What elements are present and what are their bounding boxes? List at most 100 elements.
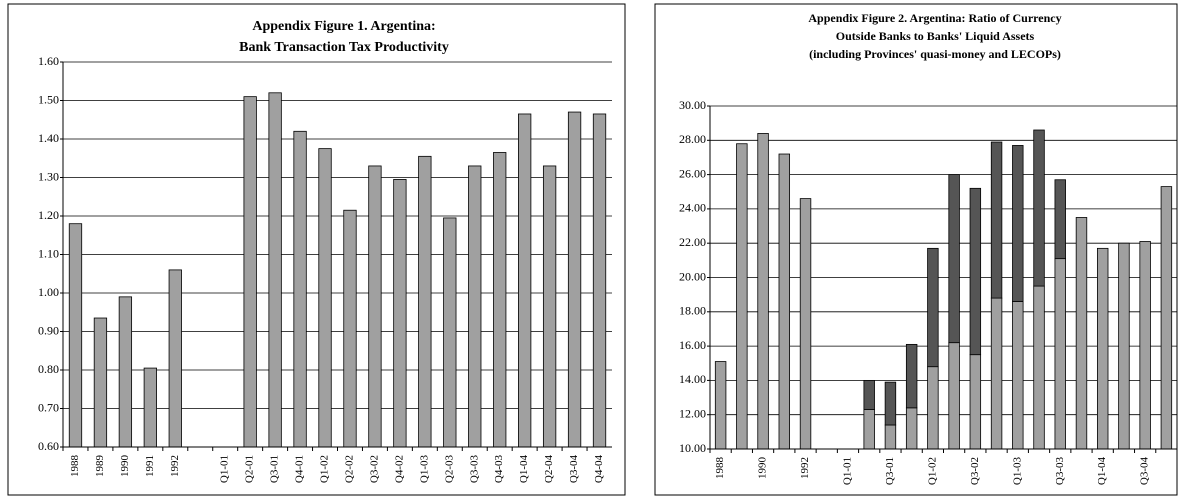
y-tick-label: 1.20: [38, 208, 59, 222]
bar: [927, 366, 939, 450]
bar: [143, 367, 157, 448]
x-tick-label: Q3-03: [1054, 457, 1066, 486]
y-tick-label: 16.00: [679, 338, 706, 352]
bar: [905, 343, 918, 409]
x-tick-label: Q1-04: [518, 455, 530, 484]
bar: [736, 143, 748, 450]
bar: [1054, 258, 1066, 450]
bar: [757, 133, 769, 450]
bar: [927, 247, 939, 368]
x-tick-label: 1992: [799, 457, 811, 479]
x-tick-label: Q2-02: [344, 455, 356, 483]
y-tick-label: 14.00: [679, 372, 706, 386]
x-tick-label: Q1-04: [1096, 457, 1108, 486]
bar: [1139, 241, 1151, 450]
bar: [243, 96, 257, 448]
x-tick-label: Q1-02: [926, 457, 938, 485]
x-tick-label: Q3-04: [1139, 457, 1151, 486]
bar: [443, 217, 457, 448]
y-tick-label: 10.00: [679, 441, 706, 455]
bar: [884, 381, 897, 426]
bar: [1033, 129, 1045, 287]
bar: [518, 113, 532, 448]
x-tick-label: 1988: [69, 455, 81, 478]
y-tick-label: 24.00: [679, 201, 706, 215]
bar: [1096, 247, 1109, 450]
chart-title: Appendix Figure 1. Argentina:: [252, 19, 435, 34]
x-tick-label: Q3-01: [269, 455, 281, 483]
chart-title: (including Provinces' quasi-money and LE…: [809, 47, 1061, 61]
y-tick-label: 12.00: [679, 406, 706, 420]
x-tick-label: 1991: [144, 455, 156, 477]
x-tick-label: Q1-01: [842, 457, 854, 485]
bar: [418, 155, 432, 448]
chart-frame: [7, 3, 626, 496]
bar: [93, 317, 108, 448]
x-tick-label: Q1-03: [418, 455, 430, 484]
bar: [1118, 242, 1130, 450]
bar: [268, 92, 282, 448]
bar: [1075, 217, 1088, 450]
bar: [863, 379, 875, 410]
bar: [799, 198, 812, 450]
bar: [368, 165, 382, 448]
bar: [990, 297, 1003, 450]
x-tick-label: Q4-01: [294, 455, 306, 483]
x-tick-label: Q4-03: [493, 455, 505, 484]
y-tick-label: 1.00: [38, 285, 59, 299]
bar: [118, 296, 133, 448]
bar: [905, 407, 918, 450]
bar: [714, 361, 727, 450]
bar: [1054, 179, 1066, 260]
bar: [68, 223, 83, 448]
y-tick-label: 30.00: [679, 98, 706, 112]
x-tick-label: 1988: [714, 457, 726, 480]
bar: [863, 409, 875, 450]
y-tick-label: 20.00: [679, 269, 706, 283]
x-tick-label: Q2-03: [443, 455, 455, 484]
chart-title: Appendix Figure 2. Argentina: Ratio of C…: [808, 11, 1061, 25]
bar: [1160, 186, 1173, 450]
bar: [969, 354, 982, 450]
y-tick-label: 1.60: [38, 54, 59, 68]
bar: [567, 111, 582, 448]
bar: [343, 209, 357, 448]
bar: [884, 424, 897, 450]
bar: [1033, 285, 1045, 450]
x-tick-label: Q3-02: [969, 457, 981, 485]
x-tick-label: Q3-02: [368, 455, 380, 483]
bar: [318, 148, 332, 448]
bar: [990, 141, 1003, 299]
bar: [948, 342, 960, 450]
y-tick-label: 0.70: [38, 400, 59, 414]
y-tick-label: 1.10: [38, 246, 59, 260]
y-tick-label: 22.00: [679, 235, 706, 249]
y-tick-label: 0.60: [38, 439, 59, 453]
chart-frame: [654, 3, 1178, 496]
x-tick-label: Q4-04: [593, 455, 605, 484]
bar: [468, 165, 482, 448]
bar: [168, 269, 182, 448]
x-tick-label: 1990: [119, 455, 131, 478]
x-tick-label: Q1-03: [1011, 457, 1023, 486]
x-tick-label: Q1-01: [219, 455, 231, 483]
bar: [948, 174, 960, 344]
bar: [393, 179, 407, 448]
y-tick-label: 0.90: [38, 323, 59, 337]
x-tick-label: 1990: [757, 457, 769, 480]
bar: [493, 152, 507, 448]
x-tick-label: Q3-04: [568, 455, 580, 484]
y-tick-label: 26.00: [679, 166, 706, 180]
x-tick-label: 1989: [94, 455, 106, 478]
y-tick-label: 18.00: [679, 304, 706, 318]
x-tick-label: Q3-01: [884, 457, 896, 485]
x-tick-label: Q3-03: [468, 455, 480, 484]
bar: [293, 130, 307, 448]
bar: [1012, 145, 1024, 302]
bar: [1012, 301, 1024, 450]
bar: [542, 165, 557, 448]
x-tick-label: 1992: [169, 455, 181, 477]
y-tick-label: 1.40: [38, 131, 59, 145]
y-tick-label: 0.80: [38, 362, 59, 376]
